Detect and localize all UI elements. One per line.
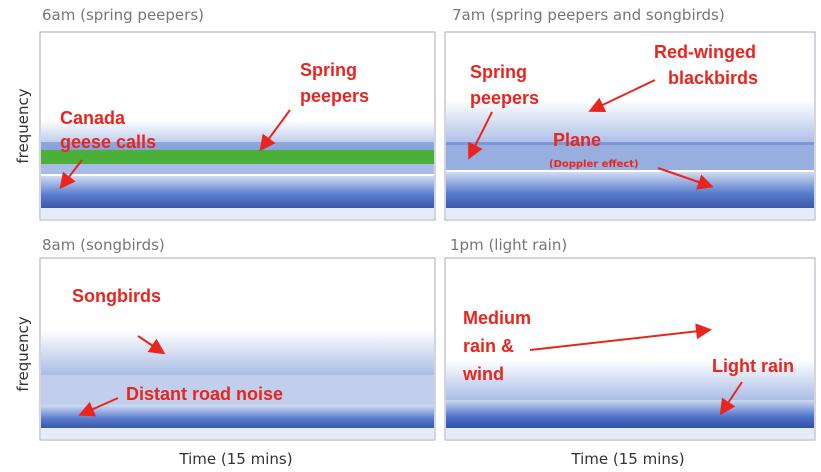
annotation: geese calls [60,132,156,152]
spectrogram [39,257,436,441]
annotation: Light rain [712,356,794,376]
annotation: Spring [470,62,527,82]
y-axis-label: frequency [14,88,32,163]
annotation: Plane [553,130,601,150]
arrow [59,159,83,190]
annotation: Songbirds [72,286,161,306]
annotation: peepers [470,88,539,108]
panel-title: 7am (spring peepers and songbirds) [452,6,725,24]
panel-title: 1pm (light rain) [450,236,567,254]
x-axis-label: Time (15 mins) [570,450,684,468]
arrow [468,111,493,160]
spectrogram [39,31,436,221]
spectrogram [444,257,816,441]
arrow [137,335,166,355]
arrow [529,323,712,351]
y-axis-label: frequency [14,316,32,391]
x-axis-label: Time (15 mins) [178,450,292,468]
annotation: wind [462,364,504,384]
annotation: Spring [300,60,357,80]
panel-title: 6am (spring peepers) [42,6,204,24]
arrow [588,79,656,113]
arrow [259,109,291,152]
annotation: Distant road noise [126,384,283,404]
arrow [719,381,743,416]
annotation: Red-winged [654,42,756,62]
annotation: (Doppler effect) [549,159,639,170]
annotation: peepers [300,86,369,106]
panel-title: 8am (songbirds) [42,236,165,254]
arrow [657,167,714,190]
annotation: blackbirds [668,68,758,88]
arrow [78,397,119,417]
annotation: Canada [60,108,126,128]
annotation: Medium [463,308,531,328]
annotation: rain & [463,336,514,356]
spectrogram [444,31,816,221]
